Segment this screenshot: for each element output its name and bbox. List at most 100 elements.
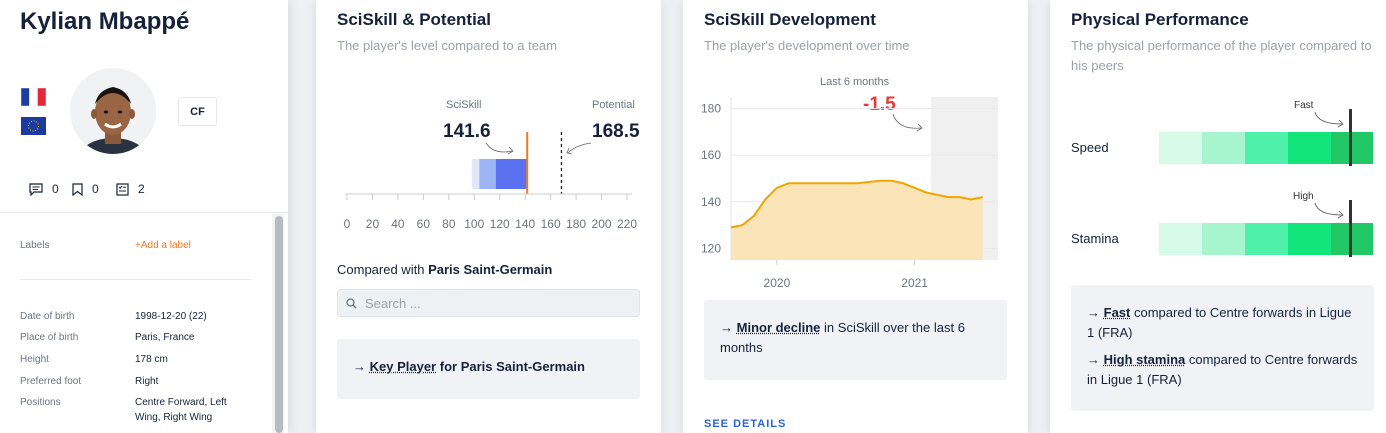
bookmark-icon — [72, 182, 83, 196]
summary-rest: in SciSkill over the last 6 months — [720, 320, 965, 355]
sciskill-potential-card: SciSkill & Potential The player's level … — [316, 0, 661, 433]
comment-icon — [29, 182, 43, 196]
profile-divider — [0, 212, 288, 213]
y-tick-label: 140 — [701, 195, 721, 209]
speed-annotation: Fast — [1294, 100, 1314, 111]
info-value-dob: 1998-12-20 (22) — [135, 311, 207, 322]
player-name: Kylian Mbappé — [20, 8, 190, 35]
x-tick-label: 220 — [617, 217, 637, 231]
search-placeholder: Search ... — [365, 295, 421, 311]
compared-team: Paris Saint-Germain — [428, 262, 553, 277]
sciskill-arrowhead — [507, 146, 514, 155]
physical-performance-card: Physical Performance The physical perfor… — [1050, 0, 1386, 433]
bookmarks-count: 0 — [92, 182, 99, 196]
player-profile-panel: Kylian Mbappé CF 0 — [0, 0, 288, 433]
key-team: Paris Saint-Germain — [460, 359, 585, 374]
info-value-positions: Centre Forward, Left Wing, Right Wing — [135, 397, 227, 423]
key-player-box: → Key Player for Paris Saint-Germain — [337, 339, 640, 399]
sciskill-arrow — [485, 142, 513, 153]
info-label-height: Height — [20, 354, 49, 365]
team-search-input[interactable]: Search ... — [337, 289, 640, 317]
card-subtitle: The physical performance of the player c… — [1071, 38, 1372, 73]
stamina-annotation: High — [1293, 191, 1314, 202]
potential-arrow — [567, 142, 592, 154]
x-tick-label: 180 — [566, 217, 586, 231]
card-title: SciSkill Development — [704, 10, 876, 29]
speed-segment-1 — [1159, 132, 1202, 164]
stamina-segment-2 — [1202, 223, 1245, 255]
physical-summary-box: → Fast compared to Centre forwards in Li… — [1071, 285, 1374, 411]
development-line-chart: 180 160 140 120 2020 2021 — [701, 97, 998, 290]
france-flag-icon — [21, 88, 46, 106]
y-tick-label: 180 — [701, 102, 721, 116]
change-arrow — [892, 113, 922, 129]
change-arrowhead — [916, 123, 923, 132]
stamina-segment-1 — [1159, 223, 1202, 255]
speed-segment-5 — [1331, 132, 1373, 164]
position-badge: CF — [178, 97, 217, 126]
info-value-birthplace: Paris, France — [135, 332, 195, 343]
sciskill-development-card: SciSkill Development The player's develo… — [683, 0, 1028, 433]
development-area — [731, 180, 983, 260]
physical-note-2: → High stamina compared to Centre forwar… — [1087, 350, 1358, 390]
arrow-right-icon: → — [1087, 352, 1100, 367]
change-value: -1.5 — [863, 94, 896, 115]
physical-note-1: → Fast compared to Centre forwards in Li… — [1087, 303, 1358, 343]
x-tick-label: 0 — [344, 217, 351, 231]
compared-prefix: Compared with — [337, 262, 425, 277]
stamina-bar — [1159, 223, 1373, 255]
sciskill-bar — [495, 159, 528, 189]
y-tick-label: 120 — [701, 241, 721, 255]
x-tick-label: 40 — [391, 217, 405, 231]
potential-arrowhead — [566, 147, 573, 155]
info-label-positions: Positions — [20, 397, 61, 408]
speed-segment-4 — [1288, 132, 1331, 164]
arrow-right-icon: → — [1087, 305, 1100, 320]
period-label: Last 6 months — [820, 76, 890, 88]
comments-stat[interactable]: 0 — [29, 182, 59, 196]
info-value-foot: Right — [135, 376, 159, 387]
development-summary-box: → Minor decline in SciSkill over the las… — [704, 300, 1007, 380]
player-avatar — [70, 68, 156, 154]
reports-stat[interactable]: 2 — [116, 182, 145, 196]
y-tick-label: 160 — [701, 148, 721, 162]
x-tick-label: 2020 — [764, 276, 791, 290]
compared-with: Compared with Paris Saint-Germain — [337, 262, 552, 277]
note2-strong[interactable]: High stamina — [1103, 352, 1186, 367]
sciskill-value: 141.6 — [443, 121, 491, 142]
info-label-dob: Date of birth — [20, 311, 75, 322]
key-role[interactable]: Key Player — [369, 359, 437, 374]
summary-strong[interactable]: Minor decline — [736, 320, 821, 335]
note1-rest: compared to Centre forwards in Ligue 1 (… — [1087, 305, 1352, 340]
card-title: Physical Performance — [1071, 10, 1249, 29]
labels-label: Labels — [20, 240, 50, 251]
potential-label: Potential — [592, 99, 635, 111]
see-details-link[interactable]: SEE DETAILS — [704, 418, 787, 430]
labels-divider — [20, 279, 251, 280]
speed-bar — [1159, 132, 1373, 164]
info-label-foot: Preferred foot — [20, 376, 82, 387]
sciskill-label: SciSkill — [446, 99, 482, 111]
speed-marker — [1349, 109, 1352, 166]
x-tick-label: 20 — [366, 217, 380, 231]
sciskill-bar-chart: 0 20 40 60 80 100 120 140 160 180 200 220 — [344, 132, 637, 231]
stamina-annotation-arrow — [1314, 202, 1344, 219]
stamina-marker — [1349, 200, 1352, 257]
x-tick-label: 80 — [442, 217, 456, 231]
bookmarks-stat[interactable]: 0 — [72, 182, 99, 196]
stamina-segment-5 — [1331, 223, 1373, 255]
reports-count: 2 — [138, 182, 145, 196]
arrow-right-icon: → — [353, 359, 366, 374]
note1-strong[interactable]: Fast — [1103, 305, 1131, 320]
x-tick-label: 100 — [464, 217, 484, 231]
card-subtitle: The player's development over time — [704, 38, 910, 53]
speed-annotation-arrow — [1314, 111, 1344, 128]
info-value-height: 178 cm — [135, 354, 168, 365]
card-title: SciSkill & Potential — [337, 10, 491, 29]
add-label-link[interactable]: +Add a label — [135, 240, 191, 251]
profile-scrollbar-thumb[interactable] — [275, 216, 283, 433]
potential-value: 168.5 — [592, 121, 640, 142]
eu-flag-icon — [21, 117, 46, 135]
speed-label: Speed — [1071, 140, 1109, 155]
development-line — [730, 179, 983, 229]
